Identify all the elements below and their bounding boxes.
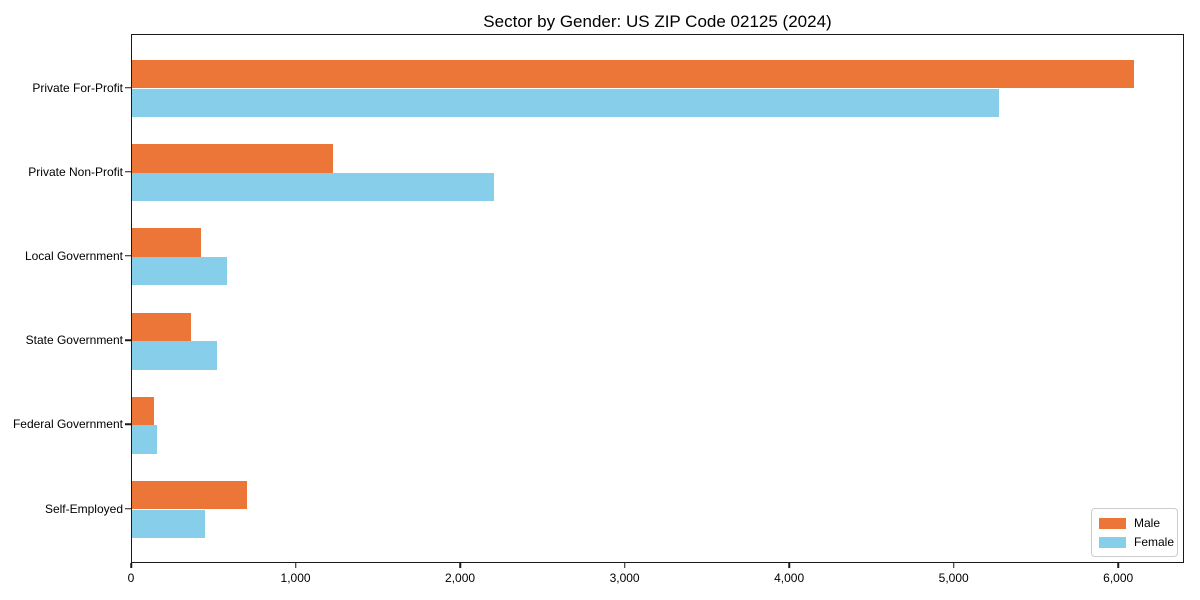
x-tick-mark	[294, 563, 297, 568]
bar-female-local-government	[132, 256, 228, 286]
bar-female-state-government	[132, 341, 217, 370]
x-tick-mark	[459, 563, 461, 568]
x-tick-mark	[952, 563, 955, 568]
y-axis-label-private-non-profit: Private Non-Profit	[28, 164, 123, 179]
x-tick-mark	[788, 563, 790, 568]
y-axis-label-federal-government: Federal Government	[12, 417, 123, 432]
x-axis-label-0: 0	[127, 571, 135, 585]
bar-female-self-employed	[132, 509, 206, 539]
x-tick-mark	[130, 563, 132, 568]
y-tick-mark	[125, 339, 131, 341]
chart-title: Sector by Gender: US ZIP Code 02125 (202…	[483, 12, 832, 31]
legend-swatch-female	[1099, 536, 1126, 548]
legend: Male Female	[1091, 508, 1178, 557]
y-tick-mark	[125, 255, 131, 257]
legend-swatch-male	[1099, 517, 1126, 529]
y-axis-label-state-government: State Government	[25, 333, 123, 348]
legend-entry-male: Male	[1099, 516, 1170, 530]
y-tick-mark	[125, 86, 131, 89]
x-tick-mark	[623, 563, 626, 568]
y-axis-label-self-employed: Self-Employed	[44, 501, 123, 516]
y-axis-label-local-government: Local Government	[24, 248, 123, 263]
bar-female-federal-government	[132, 425, 157, 454]
x-axis-label-2-000: 2,000	[445, 571, 476, 585]
y-axis-label-private-for-profit: Private For-Profit	[32, 80, 123, 95]
y-tick-mark	[125, 423, 131, 426]
x-axis-label-3-000: 3,000	[609, 571, 640, 585]
x-axis-label-6-000: 6,000	[1103, 571, 1134, 585]
bar-male-private-non-profit	[132, 144, 333, 173]
bar-male-private-for-profit	[132, 59, 1134, 89]
x-tick-mark	[1117, 563, 1119, 568]
x-axis-label-5-000: 5,000	[938, 571, 969, 585]
bar-male-local-government	[132, 228, 202, 257]
bar-male-federal-government	[132, 396, 155, 426]
bar-male-self-employed	[132, 480, 248, 510]
bar-female-private-non-profit	[132, 172, 494, 202]
y-tick-mark	[125, 170, 131, 173]
legend-label-female: Female	[1134, 535, 1175, 549]
x-axis-label-1-000: 1,000	[280, 571, 311, 585]
bar-female-private-for-profit	[132, 88, 1000, 118]
x-axis-label-4-000: 4,000	[774, 571, 805, 585]
bar-male-state-government	[132, 312, 192, 342]
legend-label-male: Male	[1134, 516, 1161, 530]
plot-area	[131, 34, 1184, 563]
y-tick-mark	[125, 507, 131, 510]
legend-entry-female: Female	[1099, 535, 1174, 549]
